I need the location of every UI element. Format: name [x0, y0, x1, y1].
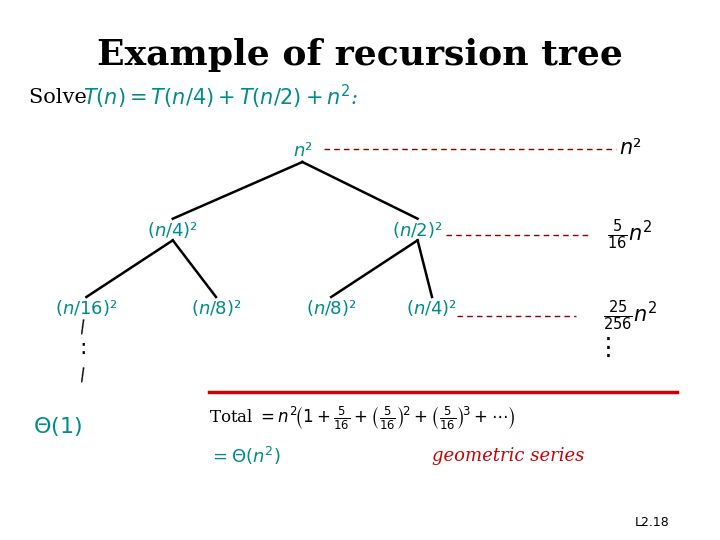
Text: $(n/8)²$: $(n/8)²$ [191, 298, 241, 318]
Text: Example of recursion tree: Example of recursion tree [97, 38, 623, 72]
Text: $n²$: $n²$ [292, 142, 312, 160]
Text: $(n/4)²$: $(n/4)²$ [407, 298, 457, 318]
Text: Solve: Solve [29, 87, 94, 107]
Text: $T(n) = T(n/4) + T(n/2) + n^2$:: $T(n) = T(n/4) + T(n/2) + n^2$: [83, 83, 358, 111]
Text: geometric series: geometric series [432, 447, 585, 465]
Text: Total $= n^2\!\left(1 + \frac{5}{16} + \left(\frac{5}{16}\right)^{\!2} + \left(\: Total $= n^2\!\left(1 + \frac{5}{16} + \… [209, 405, 516, 432]
Text: /: / [78, 318, 87, 336]
Text: $\Theta(1)$: $\Theta(1)$ [33, 415, 82, 438]
Text: $(n/2)²$: $(n/2)²$ [392, 219, 443, 240]
Text: $(n/16)²$: $(n/16)²$ [55, 298, 117, 318]
Text: /: / [78, 366, 87, 384]
Text: $(n/8)²$: $(n/8)²$ [306, 298, 356, 318]
Text: :: : [79, 338, 86, 359]
Text: $\frac{25}{256}n^2$: $\frac{25}{256}n^2$ [603, 299, 657, 333]
Text: $= \Theta(n^2)$: $= \Theta(n^2)$ [209, 446, 280, 467]
Text: $(n/4)²$: $(n/4)²$ [148, 219, 198, 240]
Text: $n²$: $n²$ [618, 138, 642, 159]
Text: ⋮: ⋮ [596, 336, 621, 360]
Text: L2.18: L2.18 [635, 516, 670, 529]
Text: $\frac{5}{16}n^2$: $\frac{5}{16}n^2$ [608, 218, 652, 252]
